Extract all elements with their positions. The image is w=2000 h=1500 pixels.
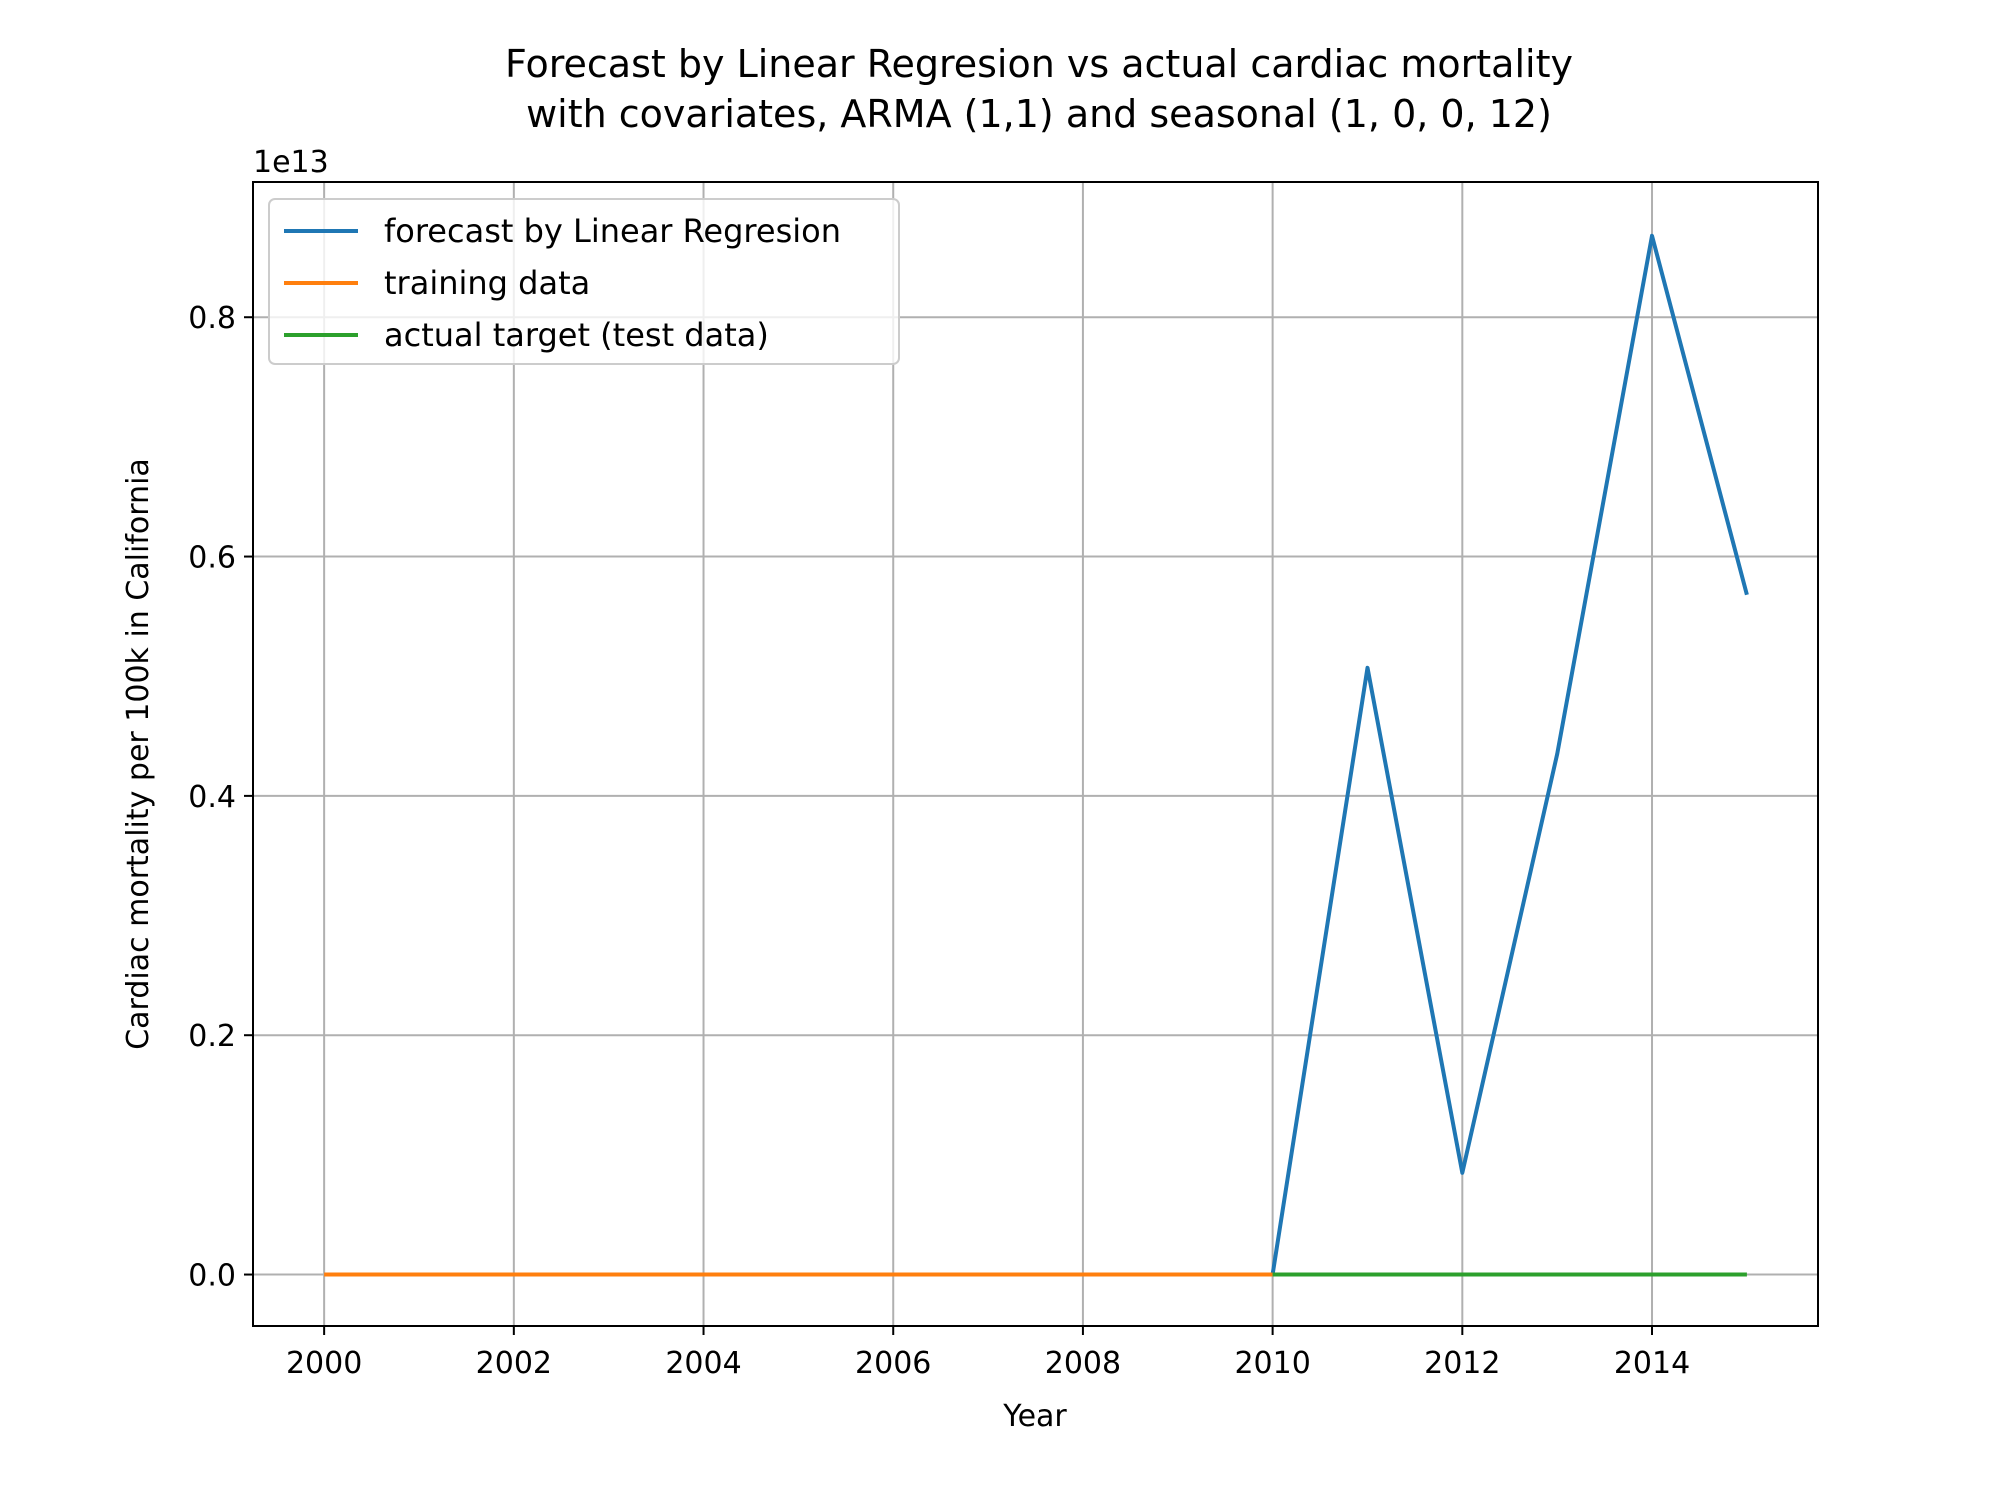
y-tick-label: 0.6 [188, 541, 236, 576]
x-tick-label: 2000 [286, 1346, 362, 1381]
x-tick-label: 2014 [1614, 1346, 1690, 1381]
x-tick-label: 2006 [855, 1346, 931, 1381]
y-axis-label: Cardiac mortality per 100k in California [121, 458, 156, 1050]
x-tick-label: 2002 [476, 1346, 552, 1381]
ticks: 2000 2002 2004 2006 2008 2010 2012 2014 0.0 0.2 0.… [188, 301, 1690, 1381]
series-lines [324, 233, 1749, 1277]
legend-label-forecast: forecast by Linear Regresion [384, 212, 841, 250]
legend: forecast by Linear Regresion training dat… [268, 198, 900, 365]
y-tick-label: 0.4 [188, 780, 236, 815]
y-tick-label: 0.8 [188, 301, 236, 336]
series-line-forecast [1270, 233, 1749, 1275]
chart-title-line-2: with covariates, ARMA (1,1) and seasonal… [526, 92, 1552, 136]
x-tick-label: 2010 [1234, 1346, 1310, 1381]
plot-frame [252, 181, 1819, 1327]
y-tick-label: 0.0 [188, 1259, 236, 1294]
legend-box [268, 198, 900, 365]
x-tick-label: 2004 [665, 1346, 741, 1381]
legend-label-actual-target: actual target (test data) [384, 316, 769, 354]
legend-label-training: training data [384, 264, 590, 302]
y-offset-label: 1e13 [253, 145, 329, 180]
x-tick-label: 2012 [1424, 1346, 1500, 1381]
chart-title-line-1: Forecast by Linear Regresion vs actual c… [505, 42, 1573, 86]
x-tick-label: 2008 [1045, 1346, 1121, 1381]
x-axis-label: Year [1002, 1399, 1067, 1434]
y-tick-label: 0.2 [188, 1019, 236, 1054]
